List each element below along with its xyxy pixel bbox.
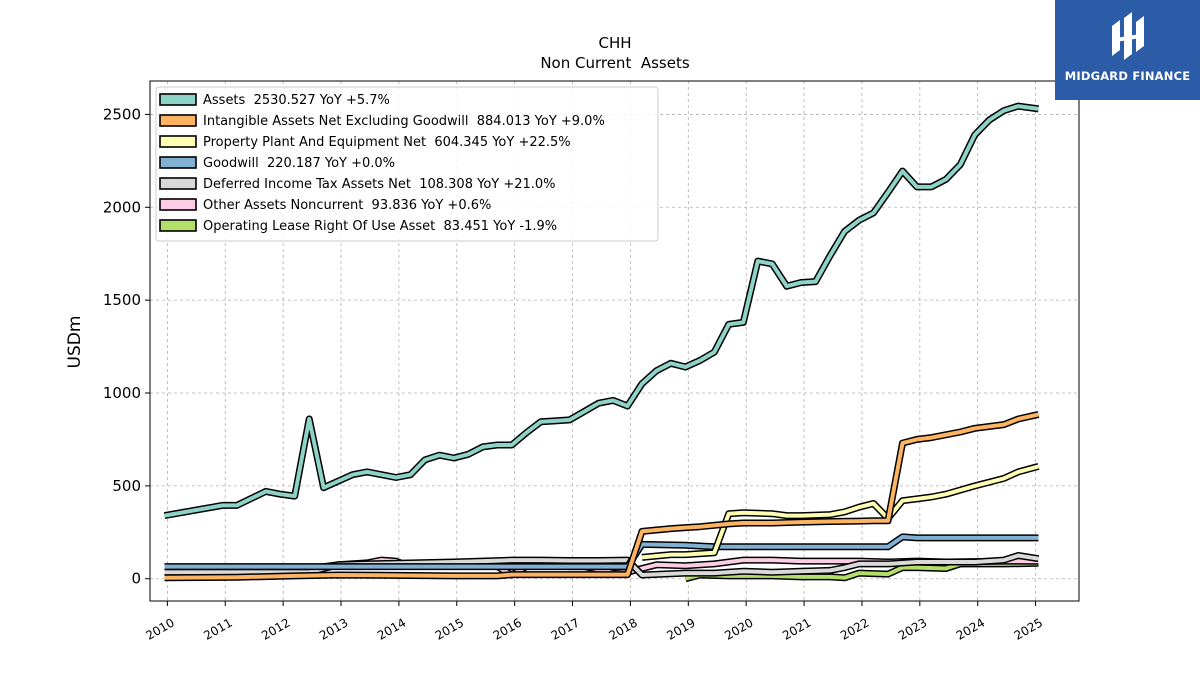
y-tick-label: 500 (112, 477, 141, 495)
plot-frame (149, 80, 1080, 602)
legend: Assets 2530.527 YoY +5.7% Intangible Asse… (155, 86, 659, 242)
x-tick-label: 2025 (1012, 615, 1045, 642)
legend-frame (155, 86, 659, 242)
legend-swatch-other-assets-noncurrent (159, 198, 197, 211)
brand-logo: MIDGARD FINANCE (1055, 0, 1200, 100)
legend-label-deferred-income-tax-assets-net: Deferred Income Tax Assets Net 108.308 Y… (203, 177, 556, 192)
x-tick-label: 2019 (664, 615, 697, 642)
legend-label-property-plant-and-equipment-net: Property Plant And Equipment Net 604.345… (203, 135, 571, 150)
x-tick-label: 2020 (722, 615, 755, 642)
midgard-logo-icon (1112, 12, 1144, 60)
legend-swatch-intangible-assets-net-excluding-goodwill (159, 114, 197, 127)
x-tick-label: 2022 (838, 615, 871, 642)
x-tick-label: 2014 (375, 615, 408, 642)
series-layer (163, 102, 1040, 583)
x-tick-label: 2017 (549, 615, 582, 642)
x-tick-label: 2010 (143, 615, 176, 642)
legend-label-goodwill: Goodwill 220.187 YoY +0.0% (203, 156, 395, 171)
x-tick-label: 2023 (896, 615, 929, 642)
legend-label-operating-lease-right-of-use-asset: Operating Lease Right Of Use Asset 83.45… (203, 219, 557, 234)
y-axis: 0 500 1000 1500 2000 2500 (103, 105, 150, 588)
legend-swatch-assets (159, 93, 197, 106)
brand-name: MIDGARD FINANCE (1064, 69, 1191, 83)
legend-swatch-deferred-income-tax-assets-net (159, 177, 197, 190)
x-tick-label: 2011 (201, 615, 234, 642)
chart-subtitle: Non Current Assets (540, 54, 690, 72)
x-tick-label: 2016 (491, 615, 524, 642)
y-axis-label: USDm (65, 316, 85, 369)
y-tick-label: 2500 (103, 105, 141, 123)
series-line-deferred-income-tax-assets-net (164, 553, 1039, 577)
y-tick-label: 0 (131, 570, 141, 588)
legend-swatch-operating-lease-right-of-use-asset (159, 219, 197, 232)
y-tick-label: 1000 (103, 384, 141, 402)
series-line-intangible-assets-net-excluding-goodwill (164, 412, 1039, 580)
x-axis: 2010 2011 2012 2013 2014 2015 2016 2017 2018 2019… (143, 601, 1045, 643)
x-tick-label: 2018 (606, 615, 639, 642)
legend-label-intangible-assets-net-excluding-goodwill: Intangible Assets Net Excluding Goodwill… (203, 114, 605, 129)
y-tick-label: 1500 (103, 291, 141, 309)
y-tick-label: 2000 (103, 198, 141, 216)
x-tick-label: 2012 (259, 615, 292, 642)
x-tick-label: 2021 (780, 615, 813, 642)
legend-label-assets: Assets 2530.527 YoY +5.7% (203, 93, 390, 108)
series-line-assets (164, 104, 1039, 518)
series-line-property-plant-and-equipment-net (641, 464, 1040, 560)
chart-title: CHH (598, 34, 631, 52)
x-tick-label: 2013 (317, 615, 350, 642)
legend-swatch-goodwill (159, 156, 197, 169)
legend-swatch-property-plant-and-equipment-net (159, 135, 197, 148)
legend-label-other-assets-noncurrent: Other Assets Noncurrent 93.836 YoY +0.6% (203, 198, 491, 213)
x-tick-label: 2024 (954, 615, 987, 642)
x-tick-label: 2015 (433, 615, 466, 642)
